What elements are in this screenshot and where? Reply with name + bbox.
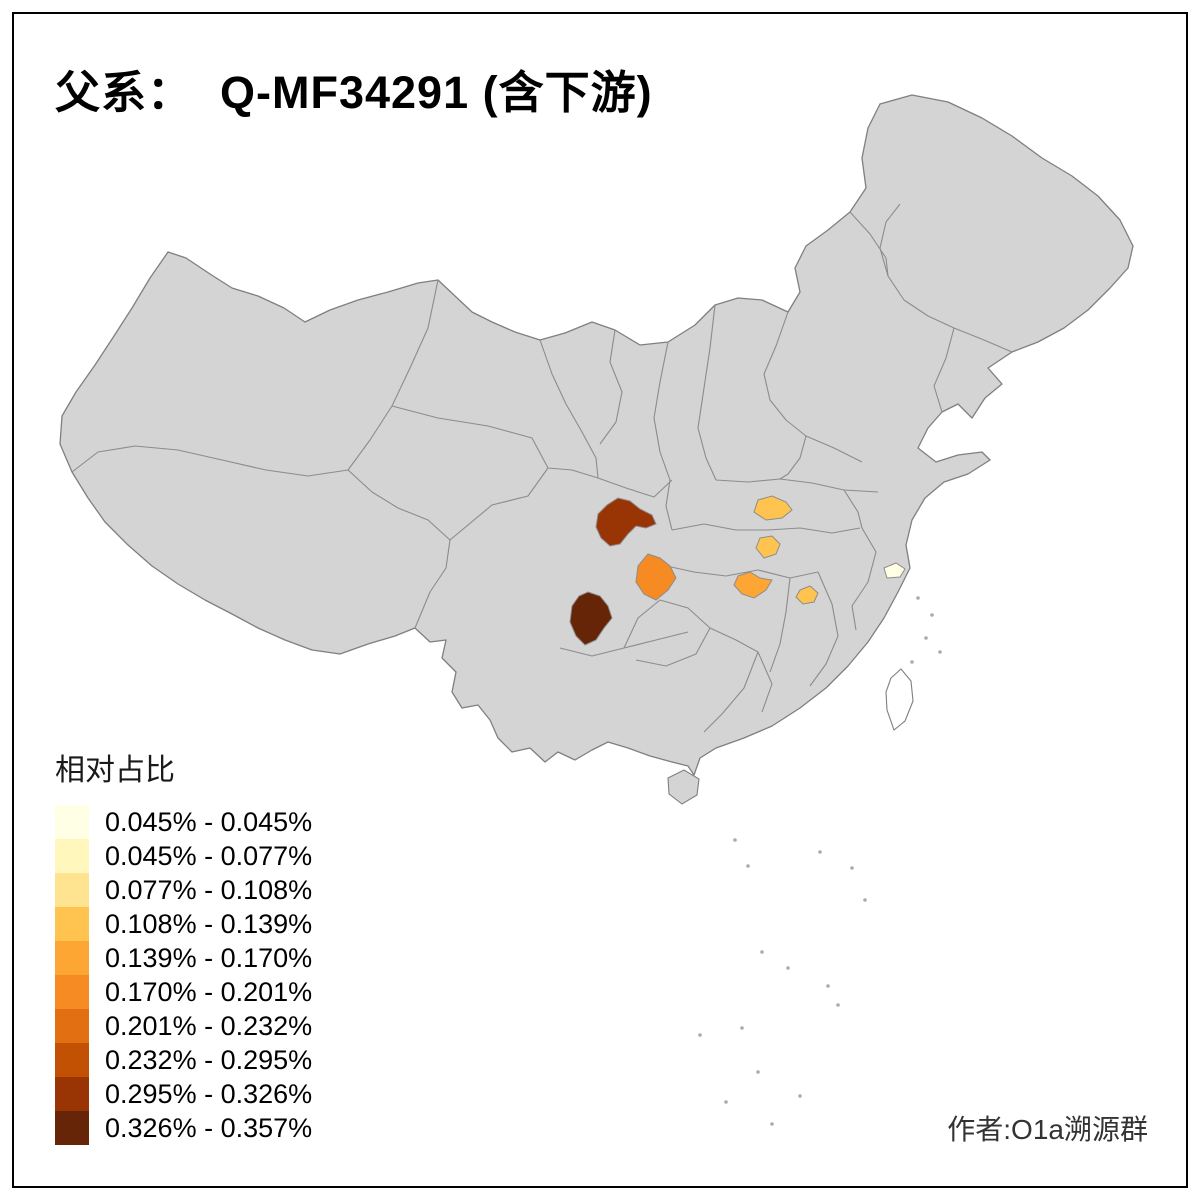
legend-swatch (55, 907, 89, 941)
island-dot (836, 1003, 840, 1007)
province-border-line (547, 467, 599, 479)
province-border-line (763, 311, 863, 463)
map-region-chongqing (595, 497, 657, 547)
legend-row: 0.139% - 0.170% (55, 941, 312, 975)
province-border-line (391, 405, 549, 541)
legend: 相对占比 0.045% - 0.045% 0.045% - 0.077% 0.0… (55, 745, 312, 1145)
legend-label: 0.045% - 0.045% (105, 806, 313, 837)
province-border-line (697, 304, 717, 481)
island-dot (724, 1100, 728, 1104)
legend-label: 0.295% - 0.326% (105, 1078, 313, 1109)
legend-row: 0.232% - 0.295% (55, 1043, 312, 1077)
island-dot (746, 864, 750, 868)
legend-title: 相对占比 (55, 754, 175, 787)
legend-label: 0.326% - 0.357% (105, 1112, 313, 1143)
island-dot (938, 650, 942, 654)
island-dot (698, 1033, 702, 1037)
legend-items: 0.045% - 0.045% 0.045% - 0.077% 0.077% -… (55, 805, 312, 1145)
province-border-line (851, 527, 877, 631)
province-border-line (347, 469, 451, 629)
legend-row: 0.170% - 0.201% (55, 975, 312, 1009)
islands (667, 596, 942, 1126)
island-dot (760, 950, 764, 954)
mainland (59, 94, 1134, 776)
island-dot (850, 866, 854, 870)
legend-swatch (55, 1009, 89, 1043)
legend-label: 0.170% - 0.201% (105, 976, 313, 1007)
map-region-west-hubei (635, 553, 677, 601)
legend-swatch (55, 1111, 89, 1145)
legend-label: 0.108% - 0.139% (105, 908, 313, 939)
legend-row: 0.201% - 0.232% (55, 1009, 312, 1043)
province-border-line (779, 435, 807, 480)
island-dot (863, 898, 867, 902)
legend-swatch (55, 805, 89, 839)
legend-row: 0.108% - 0.139% (55, 907, 312, 941)
legend-swatch (55, 873, 89, 907)
province-border-line (597, 477, 673, 498)
page-title: 父系： Q-MF34291 (含下游) (55, 67, 653, 118)
legend-row: 0.045% - 0.077% (55, 839, 312, 873)
legend-swatch (55, 1077, 89, 1111)
legend-swatch (55, 1043, 89, 1077)
island-dot (786, 966, 790, 970)
legend-label: 0.045% - 0.077% (105, 840, 313, 871)
province-border-line (933, 327, 955, 413)
island-dot (818, 850, 822, 854)
province-border-line (71, 445, 349, 477)
highlighted-regions (569, 495, 906, 646)
province-border-line (757, 651, 773, 713)
island-dot (740, 1026, 744, 1030)
island-dot (910, 660, 914, 664)
island-dot (756, 1070, 760, 1074)
taiwan-island (885, 668, 914, 731)
province-border-line (599, 329, 623, 445)
island-dot (798, 1094, 802, 1098)
province-border-line (703, 627, 759, 733)
map-region-north-hubei (755, 535, 781, 559)
province-border-line (661, 564, 819, 579)
china-outline (59, 94, 1134, 776)
province-border-line (849, 211, 889, 277)
legend-swatch (55, 941, 89, 975)
province-border-line (347, 279, 439, 471)
legend-label: 0.139% - 0.170% (105, 942, 313, 973)
map-region-south-sichuan (569, 591, 613, 646)
island-dot (930, 613, 934, 617)
province-border-line (623, 599, 711, 667)
province-border-line (539, 339, 599, 479)
legend-row: 0.295% - 0.326% (55, 1077, 312, 1111)
map-region-henan (753, 495, 793, 521)
province-borders (71, 203, 1013, 733)
sea-islands (698, 596, 942, 1126)
legend-swatch (55, 839, 89, 873)
province-border-line (769, 577, 791, 673)
island-dot (924, 636, 928, 640)
hainan-island (667, 769, 700, 805)
province-border-line (843, 489, 863, 529)
province-border-line (671, 523, 861, 534)
island-dot (826, 984, 830, 988)
island-dot (770, 1122, 774, 1126)
map-region-shanghai (883, 562, 906, 579)
legend-label: 0.077% - 0.108% (105, 874, 313, 905)
author-credit: 作者:O1a溯源群 (947, 1114, 1148, 1145)
legend-label: 0.201% - 0.232% (105, 1010, 313, 1041)
legend-row: 0.077% - 0.108% (55, 873, 312, 907)
province-border-line (809, 571, 839, 687)
map-region-north-hunan (733, 571, 773, 599)
legend-swatch (55, 975, 89, 1009)
province-border-line (653, 341, 673, 531)
province-border-line (715, 478, 879, 493)
legend-row: 0.326% - 0.357% (55, 1111, 312, 1145)
map-region-north-jiangxi (795, 585, 819, 605)
legend-label: 0.232% - 0.295% (105, 1044, 313, 1075)
island-dot (733, 838, 737, 842)
island-dot (916, 596, 920, 600)
province-border-line (879, 203, 1013, 353)
legend-row: 0.045% - 0.045% (55, 805, 312, 839)
